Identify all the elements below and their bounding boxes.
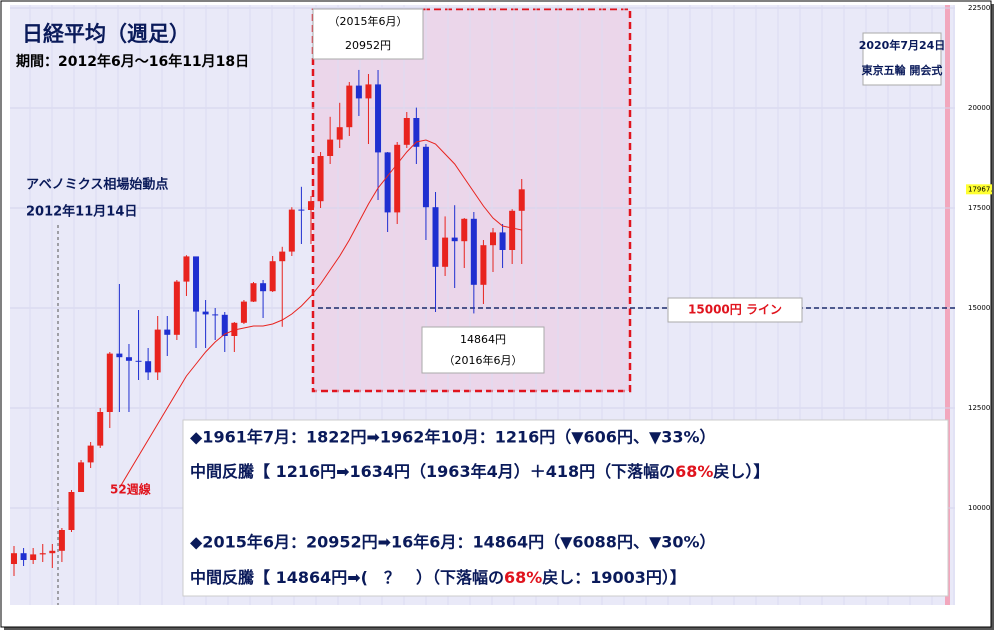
- annotation: 2020年7月24日: [859, 38, 946, 52]
- note-part: 中間反騰【 14864円➡( ？ ）（下落幅の: [190, 568, 504, 587]
- chart-title: 日経平均（週足）: [22, 22, 190, 46]
- note-highlight: 68%: [504, 568, 542, 587]
- label-box: [421, 326, 545, 374]
- ma-label: 52週線: [110, 482, 151, 497]
- candle-body: [30, 554, 37, 560]
- candle-body: [231, 322, 238, 336]
- annotation: 14864円: [460, 333, 506, 346]
- candle-body: [490, 232, 496, 246]
- candle-body: [307, 201, 314, 210]
- y-tick-label: 17500: [968, 204, 990, 212]
- candle-body: [212, 314, 219, 316]
- annotation: 20952円: [345, 39, 391, 52]
- candle-body: [78, 462, 85, 492]
- candle-body: [403, 118, 410, 145]
- candle-body: [221, 314, 228, 336]
- annotation: （2015年6月）: [329, 14, 408, 28]
- candle-body: [317, 156, 324, 202]
- candle-body: [39, 553, 46, 555]
- y-tick-label: 15000: [968, 304, 990, 312]
- note-highlight: 68%: [675, 462, 713, 481]
- last-price-box: [966, 184, 992, 195]
- y-tick-label: 20000: [968, 104, 990, 112]
- candle-body: [279, 251, 286, 262]
- label-box: [862, 32, 942, 86]
- candle-body: [11, 553, 17, 564]
- annotation: （2016年6月）: [444, 353, 523, 367]
- annotation: 2012年11月14日: [26, 204, 137, 220]
- candle-body: [20, 553, 27, 560]
- candle-body: [298, 209, 305, 211]
- y-tick-label: 22500: [968, 4, 990, 12]
- last-price-label: 17967.: [968, 185, 993, 193]
- candle-body: [432, 207, 439, 267]
- candle-body: [58, 530, 65, 551]
- candle-body: [49, 550, 56, 554]
- candle-body: [365, 84, 372, 99]
- candle-body: [116, 353, 123, 358]
- candle-body: [125, 357, 132, 361]
- candle-body: [384, 152, 391, 213]
- candle-body: [327, 139, 334, 156]
- annotation: 東京五輪 開会式: [862, 63, 943, 77]
- candle-body: [442, 237, 449, 267]
- y-tick-label: 10000: [968, 504, 990, 512]
- reference-label: 15000円 ライン: [688, 303, 782, 317]
- label-box: [312, 8, 424, 60]
- annotation: アベノミクス相場始動点: [26, 177, 168, 193]
- candle-body: [68, 492, 75, 530]
- notes-box: [182, 419, 949, 597]
- candle-body: [413, 118, 420, 147]
- candle-body: [202, 311, 209, 315]
- candle-body: [260, 283, 267, 292]
- candle-body: [346, 85, 353, 128]
- candle-body: [183, 256, 190, 282]
- candle-body: [87, 445, 94, 463]
- candle-body: [461, 218, 468, 242]
- ma-line: [118, 139, 522, 489]
- candle-body: [135, 360, 142, 362]
- candle-body: [355, 85, 362, 99]
- candle-body: [518, 189, 525, 211]
- note-part: 中間反騰【 1216円➡1634円（1963年4月）＋418円（下落幅の: [190, 462, 675, 481]
- candle-body: [470, 218, 477, 285]
- label-box: [667, 297, 803, 323]
- candle-body: [422, 146, 429, 208]
- candle-body: [499, 232, 506, 250]
- note-part: 戻し）】: [712, 462, 769, 481]
- candle-body: [480, 245, 487, 285]
- candle-body: [97, 412, 104, 446]
- candle-body: [250, 283, 257, 302]
- candle-body: [240, 301, 247, 323]
- olympics-band: [945, 5, 950, 605]
- y-tick-label: 12500: [968, 404, 990, 412]
- note: ◆2015年6月：20952円➡16年6月：14864円（▼6088円、▼30%…: [190, 533, 716, 552]
- candle-body: [288, 209, 295, 252]
- candle-body: [145, 361, 152, 373]
- candle-body: [193, 256, 200, 312]
- candle-body: [173, 281, 180, 335]
- candle-body: [375, 84, 382, 153]
- candle-body: [269, 261, 276, 292]
- subtitle: 期間：2012年6月～16年11月18日: [16, 53, 249, 70]
- note: 中間反騰【 14864円➡( ？ ）（下落幅の68%戻し：19003円）】: [190, 568, 686, 587]
- candle-body: [154, 329, 161, 373]
- candle-body: [164, 329, 171, 335]
- candle-body: [106, 353, 113, 412]
- note: 中間反騰【 1216円➡1634円（1963年4月）＋418円（下落幅の68%戻…: [190, 462, 769, 481]
- candle-body: [451, 237, 458, 242]
- candle-body: [336, 127, 343, 140]
- note-part: 戻し：19003円）】: [541, 568, 686, 587]
- candle-body: [509, 210, 516, 250]
- candle-body: [394, 144, 401, 213]
- note: ◆1961年7月：1822円➡1962年10月：1216円（▼606円、▼33%…: [190, 428, 716, 447]
